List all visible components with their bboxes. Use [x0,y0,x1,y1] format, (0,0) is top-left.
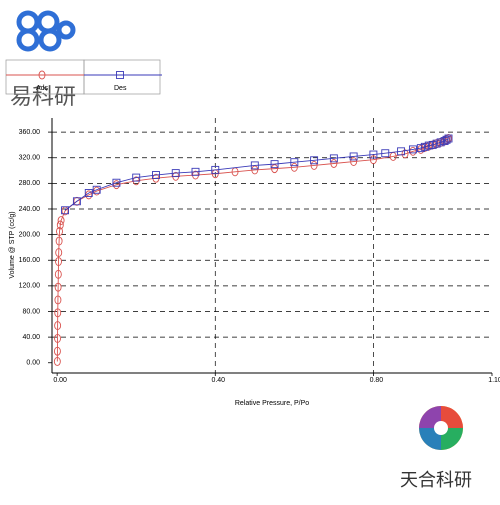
marker [350,157,358,167]
watermark: 天合科研 [400,470,472,490]
marker [310,156,319,165]
y-tick-label: 320.00 [19,155,41,162]
x-tick-label: 1.10 [488,377,500,384]
marker [310,160,318,170]
y-axis-label: Volume @ STP (cc/g) [9,211,16,278]
marker [84,189,93,197]
marker [329,154,338,163]
logo-top [16,10,76,52]
marker [61,206,69,215]
watermark: 易科研 [10,84,76,109]
marker [428,140,437,149]
y-tick-label: 40.00 [22,334,40,341]
marker [38,70,46,80]
marker [401,149,409,159]
marker [436,138,445,147]
marker [116,71,124,79]
legend-box [83,59,161,95]
marker [152,171,160,179]
marker [54,295,62,305]
marker [132,173,141,182]
marker [112,178,121,187]
marker [56,226,63,236]
y-tick-label: 240.00 [19,206,41,213]
marker [432,139,441,148]
marker [397,147,406,156]
series-line [64,138,449,211]
marker [53,346,61,356]
marker [444,134,453,143]
marker [53,357,61,366]
y-tick-label: 0.00 [26,360,40,367]
marker [424,141,433,150]
marker [55,236,63,246]
marker [408,145,417,154]
legend-label: Ads [36,85,49,92]
marker [250,161,259,170]
marker [56,220,64,230]
marker [54,321,62,331]
marker [381,149,390,158]
marker [54,269,62,279]
marker [409,146,417,156]
marker [73,196,81,206]
marker [416,144,425,153]
marker [57,216,65,225]
x-axis-label: Relative Pressure, P/Po [235,400,309,407]
logo-bottom [419,406,463,450]
marker [72,197,81,206]
y-tick-label: 80.00 [22,308,40,315]
marker [417,144,425,154]
marker [191,167,200,176]
y-tick-label: 120.00 [19,283,41,290]
x-tick-label: 0.40 [211,377,225,384]
marker [429,140,437,150]
y-tick-label: 200.00 [19,231,41,238]
marker [92,185,101,194]
marker [251,165,259,175]
x-tick-label: 0.00 [53,377,67,384]
marker [445,134,452,143]
marker [349,152,358,161]
marker [369,150,378,159]
marker [271,164,279,174]
marker [420,142,429,151]
marker [54,308,62,318]
marker [112,180,120,190]
y-tick-label: 160.00 [19,257,41,264]
marker [290,162,298,172]
marker [290,158,299,167]
x-tick-label: 0.80 [370,377,384,384]
marker [369,155,377,165]
marker [171,169,180,178]
marker [270,160,279,169]
marker [211,165,220,174]
legend-label: Des [114,85,127,92]
y-tick-label: 280.00 [19,180,41,187]
marker [54,282,62,292]
marker [55,257,62,266]
marker [433,139,441,149]
y-tick-label: 360.00 [19,129,41,136]
marker [330,159,338,168]
marker [442,135,451,144]
marker [54,333,61,343]
marker [55,248,63,257]
marker [440,137,449,146]
series-line [56,138,449,362]
